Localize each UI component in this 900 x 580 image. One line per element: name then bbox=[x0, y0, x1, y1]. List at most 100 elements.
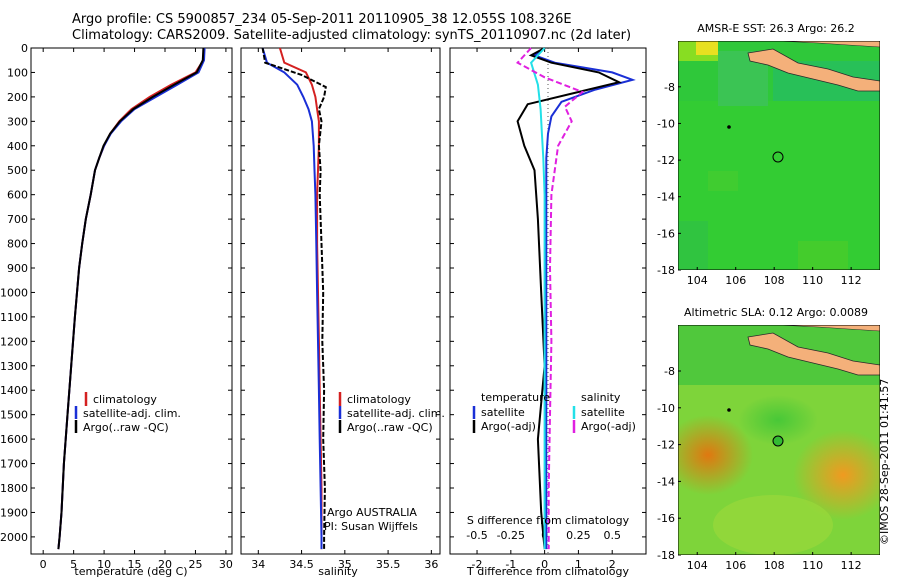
sst-map-title: AMSR-E SST: 26.3 Argo: 26.2 bbox=[697, 22, 855, 35]
x-tick-label: 30 bbox=[219, 558, 233, 571]
lat-tick-label: -8 bbox=[664, 365, 675, 378]
salinity-profiles bbox=[261, 47, 327, 550]
salinity-axes-frame bbox=[240, 47, 441, 555]
x-tick-label: 1 bbox=[575, 558, 582, 571]
s-tick-label: 0.5 bbox=[603, 529, 621, 542]
depth-tick-label: 1400 bbox=[0, 384, 28, 397]
salinity-tick-labels: 34 34.5 35 35.5 36 bbox=[241, 47, 440, 571]
legend-t-satellite-label: satellite bbox=[481, 406, 525, 419]
sla-lon-tick-labels: 104 106 108 110 112 bbox=[687, 552, 862, 572]
legend-satadj-label: satellite-adj. clim. bbox=[83, 407, 181, 420]
salinity-legend: climatology satellite-adj. clim. Argo(..… bbox=[338, 392, 445, 434]
legend-climatology-label: climatology bbox=[93, 393, 157, 406]
pi-note: PI: Susan Wijffels bbox=[324, 520, 418, 533]
depth-tick-label: 2000 bbox=[0, 531, 28, 544]
sst-map-panel: AMSR-E SST: 26.3 Argo: 26.2 -8 -10 -12 -14 -… bbox=[657, 22, 880, 287]
depth-tick-label: 1800 bbox=[0, 482, 28, 495]
legend-argo-label: Argo(..raw -QC) bbox=[347, 421, 433, 434]
difference-legend: temperature satellite Argo(-adj) salinit… bbox=[472, 391, 636, 433]
x-tick-label: 0 bbox=[541, 558, 548, 571]
lon-tick-label: 106 bbox=[725, 274, 746, 287]
depth-tick-label: 1000 bbox=[0, 286, 28, 299]
s-tick-label: -0.25 bbox=[497, 529, 525, 542]
depth-tick-label: 1200 bbox=[0, 335, 28, 348]
legend-s-satellite-label: satellite bbox=[581, 406, 625, 419]
depth-tick-label: 1500 bbox=[0, 409, 28, 422]
sla-lat-tick-labels: -8 -10 -12 -14 -16 -18 bbox=[657, 365, 681, 562]
lat-tick-label: -12 bbox=[657, 154, 675, 167]
x-tick-label: 2 bbox=[609, 558, 616, 571]
lon-tick-label: 108 bbox=[764, 274, 785, 287]
salinity-axis-label: salinity bbox=[318, 565, 358, 578]
lat-tick-label: -18 bbox=[657, 264, 675, 277]
lon-tick-label: 108 bbox=[764, 559, 785, 572]
temperature-axis-label: temperature (deg C) bbox=[74, 565, 187, 578]
x-tick-label: -1 bbox=[505, 558, 516, 571]
depth-tick-label: 600 bbox=[7, 189, 28, 202]
depth-tick-labels: 0 100 200 300 400 500 600 700 800 900 1000 1100 1200… bbox=[0, 42, 232, 544]
sla-map-title: Altimetric SLA: 0.12 Argo: 0.0089 bbox=[684, 306, 868, 319]
depth-tick-label: 500 bbox=[7, 164, 28, 177]
difference-profiles bbox=[515, 47, 636, 550]
salinity-panel: 34 34.5 35 35.5 36 salinity climatology sate… bbox=[240, 47, 445, 578]
x-tick-label: 0 bbox=[40, 558, 47, 571]
legend-temperature-header: temperature bbox=[481, 391, 550, 404]
depth-tick-label: 1600 bbox=[0, 433, 28, 446]
series-line-argo-raw-qc- bbox=[261, 47, 327, 550]
legend-salinity-header: salinity bbox=[581, 391, 621, 404]
depth-tick-label: 100 bbox=[7, 66, 28, 79]
temperature-tick-labels: 0 5 10 15 20 25 30 bbox=[40, 48, 233, 571]
figure-title-line2: Climatology: CARS2009. Satellite-adjuste… bbox=[72, 28, 632, 43]
lon-tick-label: 106 bbox=[725, 559, 746, 572]
temperature-axes-frame bbox=[30, 47, 233, 555]
x-tick-label: 20 bbox=[158, 558, 172, 571]
x-tick-label: -2 bbox=[472, 558, 483, 571]
lon-tick-label: 112 bbox=[841, 559, 862, 572]
x-tick-label: 35.5 bbox=[376, 558, 401, 571]
s-tick-label: 0.25 bbox=[566, 529, 591, 542]
temperature-profiles bbox=[57, 47, 206, 550]
temperature-panel: 0100200300400500600700800900100011001200… bbox=[0, 42, 233, 578]
depth-tick-label: 200 bbox=[7, 91, 28, 104]
depth-tick-label: 1700 bbox=[0, 458, 28, 471]
sla-map-panel: Altimetric SLA: 0.12 Argo: 0.0089 -8-10-… bbox=[657, 306, 880, 572]
series-line-temperature-argo-adj- bbox=[516, 47, 622, 550]
depth-tick-label: 1100 bbox=[0, 311, 28, 324]
x-tick-label: 15 bbox=[128, 558, 142, 571]
sst-lon-tick-labels: 104 106 108 110 112 bbox=[687, 267, 862, 287]
lon-tick-label: 110 bbox=[802, 274, 823, 287]
legend-argo-label: Argo(..raw -QC) bbox=[83, 421, 169, 434]
lat-tick-label: -14 bbox=[657, 475, 675, 488]
difference-panel: -2 -1 0 1 2 -0.5 -0.25 0 0.25 0.5 S difference f… bbox=[449, 47, 647, 578]
temperature-legend: climatology satellite-adj. clim. Argo(..… bbox=[74, 392, 181, 434]
depth-tick-label: 1900 bbox=[0, 506, 28, 519]
lat-tick-label: -14 bbox=[657, 191, 675, 204]
s-difference-axis-label: S difference from climatology bbox=[467, 514, 630, 527]
lat-tick-label: -8 bbox=[664, 81, 675, 94]
series-line-argo-raw-qc- bbox=[57, 47, 205, 550]
series-line-satellite-adj-clim- bbox=[261, 47, 323, 550]
legend-climatology-label: climatology bbox=[347, 393, 411, 406]
x-tick-label: 34.5 bbox=[289, 558, 314, 571]
depth-tick-label: 900 bbox=[7, 262, 28, 275]
x-tick-label: 5 bbox=[70, 558, 77, 571]
x-tick-label: 10 bbox=[97, 558, 111, 571]
lat-tick-label: -10 bbox=[657, 117, 675, 130]
x-tick-label: 25 bbox=[188, 558, 202, 571]
series-line-salinity-satellite bbox=[529, 47, 546, 550]
depth-tick-label: 300 bbox=[7, 115, 28, 128]
imos-credit: ©IMOS 28-Sep-2011 01:41:57 bbox=[878, 378, 891, 545]
lat-tick-label: -16 bbox=[657, 227, 675, 240]
lat-tick-label: -16 bbox=[657, 512, 675, 525]
lon-tick-label: 110 bbox=[802, 559, 823, 572]
depth-tick-label: 1300 bbox=[0, 360, 28, 373]
series-line-temperature-satellite bbox=[532, 47, 636, 550]
t-difference-tick-labels: -2 -1 0 1 2 bbox=[450, 47, 646, 571]
legend-satadj-label: satellite-adj. clim. bbox=[347, 407, 445, 420]
s-tick-label: -0.5 bbox=[466, 529, 487, 542]
sst-map-image bbox=[678, 41, 880, 270]
legend-s-argo-label: Argo(-adj) bbox=[581, 420, 636, 433]
x-tick-label: 36 bbox=[424, 558, 438, 571]
depth-tick-label: 0 bbox=[21, 42, 28, 55]
